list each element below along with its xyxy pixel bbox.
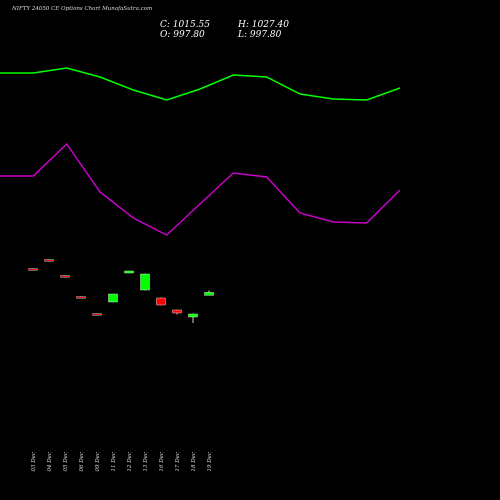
candle-body: [28, 268, 38, 271]
candle-body: [76, 296, 86, 299]
candle-body: [156, 297, 166, 306]
candle-body: [172, 309, 182, 314]
date-label: 12 Dec: [127, 452, 133, 472]
indicator-line: [0, 142, 401, 236]
candle-body: [204, 292, 214, 296]
date-label: 05 Dec: [63, 452, 69, 472]
candle-body: [92, 313, 102, 316]
candle-body: [140, 273, 150, 291]
date-label: 19 Dec: [207, 452, 213, 472]
candle-body: [108, 293, 118, 303]
date-label: 03 Dec: [31, 452, 37, 472]
close-label: C: 1015.55: [160, 20, 210, 30]
open-label: O: 997.80: [160, 30, 205, 40]
chart-title: NIFTY 24050 CE Options Chart MunafaSutra…: [11, 6, 152, 12]
candle-body: [44, 259, 54, 262]
date-label: 09 Dec: [95, 452, 101, 472]
date-label: 13 Dec: [143, 452, 149, 472]
indicator-line: [0, 67, 401, 101]
high-label: H: 1027.40: [237, 20, 289, 30]
date-label: 06 Dec: [79, 452, 85, 472]
date-label: 16 Dec: [159, 452, 165, 472]
candle-body: [60, 275, 70, 278]
date-label: 04 Dec: [47, 452, 53, 472]
date-label: 18 Dec: [191, 452, 197, 472]
date-label: 17 Dec: [175, 452, 181, 472]
low-label: L: 997.80: [237, 30, 282, 40]
candle-body: [188, 313, 198, 318]
date-label: 11 Dec: [111, 452, 117, 472]
candle-body: [124, 270, 134, 274]
